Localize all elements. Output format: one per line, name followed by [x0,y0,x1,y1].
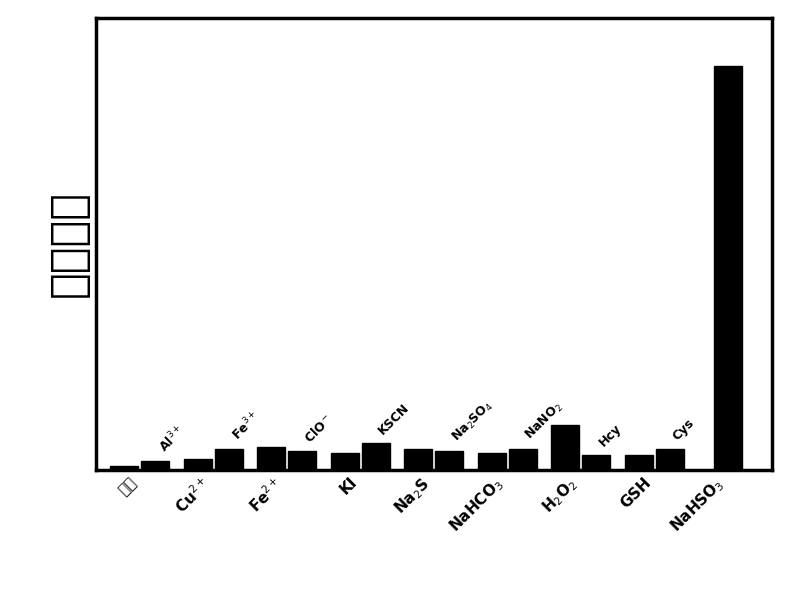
Bar [215,450,243,470]
Text: Fe$^{3+}$: Fe$^{3+}$ [228,408,263,443]
Text: Cys: Cys [670,417,696,443]
Text: Na$_2$SO$_4$: Na$_2$SO$_4$ [449,398,497,445]
Text: NaNO$_2$: NaNO$_2$ [523,400,567,443]
Bar [257,447,285,470]
Bar [361,443,390,470]
Text: KSCN: KSCN [376,401,412,437]
Bar [331,453,359,470]
Bar [714,66,742,470]
Y-axis label: 荧光强度: 荧光强度 [47,190,90,297]
Bar [288,452,316,470]
Bar [478,453,506,470]
Bar [404,450,432,470]
Bar [625,456,653,470]
Bar [141,462,169,470]
Text: ClO$^-$: ClO$^-$ [302,411,337,445]
Bar [184,459,212,470]
Bar [583,456,611,470]
Bar [435,452,463,470]
Bar [509,450,537,470]
Bar [110,465,139,470]
Bar [656,450,684,470]
Text: Al$^{3+}$: Al$^{3+}$ [155,423,188,456]
Bar [552,425,579,470]
Text: Hcy: Hcy [596,422,624,450]
